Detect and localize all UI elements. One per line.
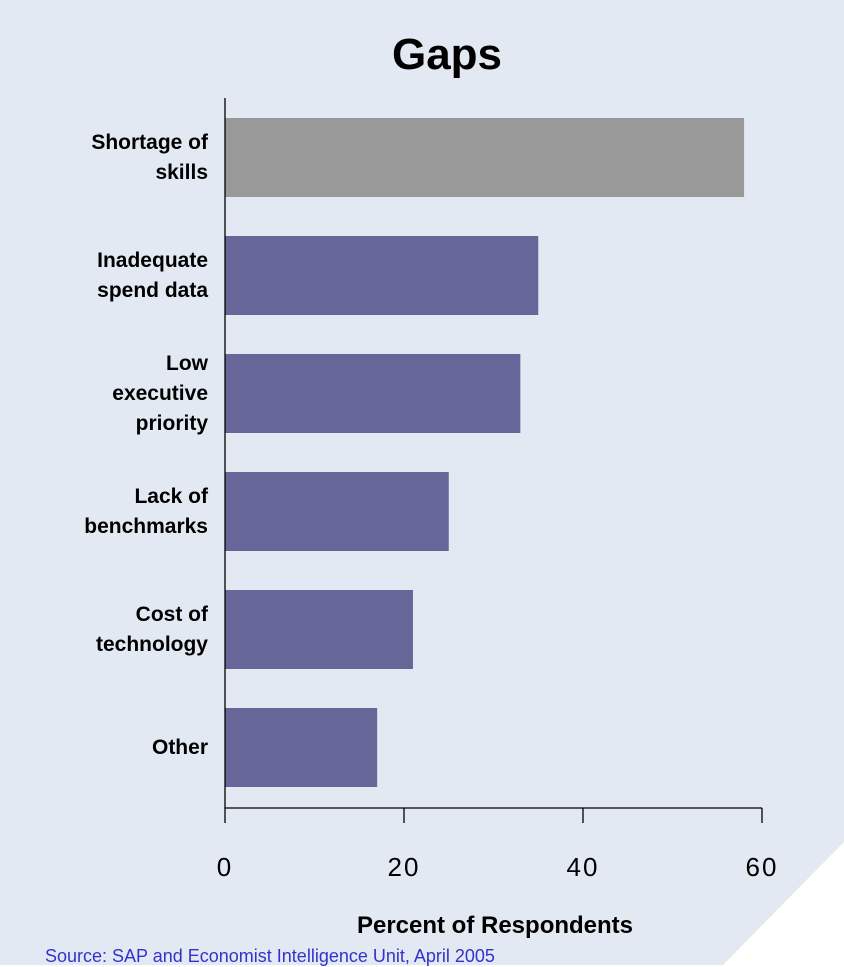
category-label-line: benchmarks <box>84 514 208 538</box>
category-label-line: Shortage of <box>91 130 208 154</box>
category-label-line: skills <box>155 160 208 184</box>
x-tick-label: 40 <box>566 852 600 882</box>
bar-1 <box>225 118 745 197</box>
x-tick-label: 60 <box>745 852 779 882</box>
category-label: Shortage of skills <box>8 128 208 188</box>
category-label-line: Cost of <box>135 602 208 626</box>
category-label: Low executive priority <box>8 349 208 439</box>
bar-5 <box>225 590 413 669</box>
source-note: Source: SAP and Economist Intelligence U… <box>45 946 495 966</box>
bar-3 <box>225 354 521 433</box>
chart-title: Gaps <box>391 30 503 79</box>
category-label-line: technology <box>95 632 208 656</box>
bar-4 <box>225 472 449 551</box>
category-label-line: Other <box>151 735 208 759</box>
category-label-line: Lack of <box>134 484 208 508</box>
category-label: Other <box>8 733 208 763</box>
bar-2 <box>225 236 539 315</box>
category-label-line: executive <box>112 381 208 405</box>
category-label: Lack of benchmarks <box>8 482 208 542</box>
x-tick-label: 0 <box>216 852 234 882</box>
category-label: Cost of technology <box>8 600 208 660</box>
category-label-line: priority <box>135 411 208 435</box>
category-label-line: Inadequate <box>97 248 208 272</box>
category-label-line: Low <box>166 351 208 375</box>
category-label-line: spend data <box>97 278 208 302</box>
x-axis-title: Percent of Respondents <box>356 912 634 939</box>
x-tick-label: 20 <box>387 852 421 882</box>
bar-6 <box>225 708 378 787</box>
category-label: Inadequate spend data <box>8 246 208 306</box>
